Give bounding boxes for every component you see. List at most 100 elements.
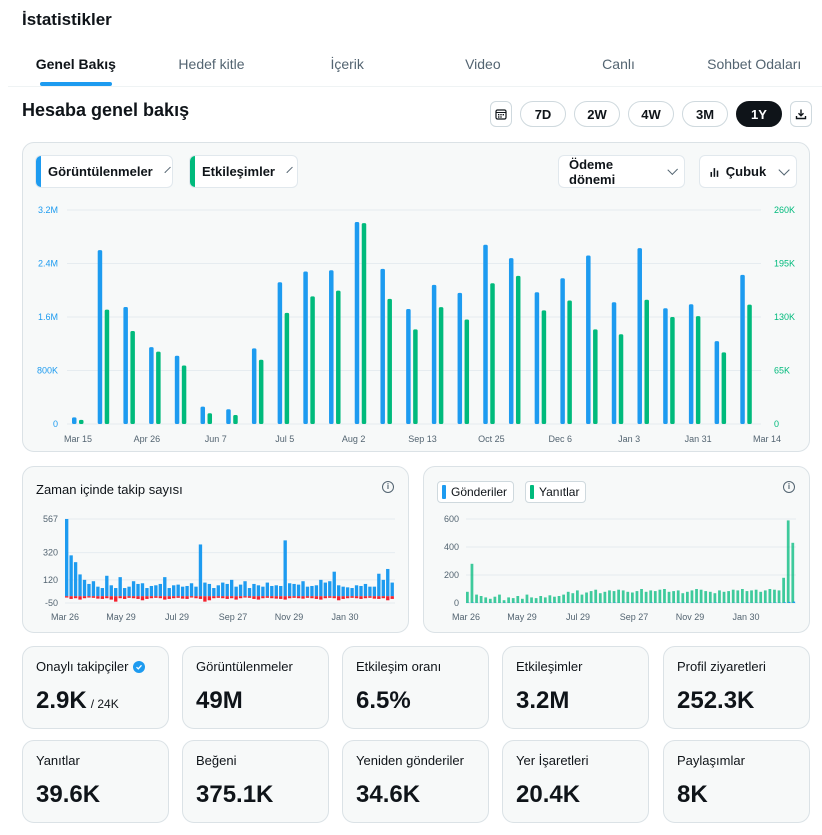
bar-followers-gained [265,582,270,597]
legend-posts-swatch [442,485,446,499]
bar-impressions [663,308,668,424]
section-title: Hesaba genel bakış [22,100,190,120]
metric2-color-stripe [190,156,195,187]
bar-followers-gained [363,583,368,597]
bar-engagements [207,413,213,424]
x-tick-label: Jul 5 [275,434,294,444]
bar-replies [608,590,611,603]
bar-followers-lost [212,596,216,599]
bar-followers-gained [305,586,310,597]
tab-overview[interactable]: Genel Bakış [8,44,144,86]
range-7d-button[interactable]: 7D [520,101,566,127]
bar-engagements [258,359,264,424]
legend-replies-swatch [530,485,534,499]
bar-replies [585,592,588,603]
bar-impressions [586,255,591,424]
x-tick-label: Jan 3 [618,434,640,444]
bar-followers-gained [243,581,247,597]
y-left-tick-label: 2.4M [38,259,58,269]
range-1y-button[interactable]: 1Y [736,101,782,127]
bar-followers-gained [247,588,252,597]
bar-followers-gained [105,575,109,597]
stat-profile-visits[interactable]: Profil ziyaretleri 252.3K [663,646,810,729]
bar-followers-lost [167,596,171,599]
bar-followers-gained [274,585,278,597]
tab-content[interactable]: İçerik [330,56,364,72]
calendar-icon[interactable] [490,101,512,127]
tab-spaces[interactable]: Sohbet Odaları [707,56,802,72]
info-icon[interactable]: i [783,481,795,493]
bar-replies [598,593,602,603]
range-2w-button[interactable]: 2W [574,101,620,127]
bar-replies [617,589,620,603]
period-dropdown[interactable]: Ödeme dönemi [558,155,685,188]
legend-replies[interactable]: Yanıtlar [525,481,587,503]
legend-posts-label: Gönderiler [451,485,508,499]
stat-value: 39.6K [36,781,101,808]
bar-followers-lost [176,596,180,598]
bar-impressions [303,271,308,424]
bar-followers-lost [368,596,372,598]
metric2-dropdown[interactable]: Etkileşimler [189,155,298,188]
range-4w-button[interactable]: 4W [628,101,674,127]
bar-replies [603,591,607,603]
stat-engagement-rate[interactable]: Etkileşim oranı 6.5% [342,646,489,729]
bar-impressions [637,248,642,424]
bar-followers-gained [279,585,283,597]
bar-replies [530,597,533,603]
bar-replies [741,589,744,603]
bar-followers-lost [172,596,176,599]
bar-followers-gained [78,574,82,597]
bar-replies [704,591,708,603]
bar-followers-lost [207,596,212,601]
bar-replies [686,591,689,603]
stat-value: 3.2M [516,687,570,714]
stat-bookmarks[interactable]: Yer İşaretleri 20.4K [502,740,649,823]
range-3m-button[interactable]: 3M [682,101,728,127]
legend-posts[interactable]: Gönderiler [437,481,515,503]
bar-replies [539,596,543,603]
stat-engagements[interactable]: Etkileşimler 3.2M [502,646,649,729]
bar-impressions [354,222,360,424]
stat-label: Yeniden gönderiler [356,753,464,768]
stat-value: 6.5% [356,687,411,714]
bar-followers-lost [319,596,323,600]
y-tick-label: 320 [43,548,58,558]
stat-replies[interactable]: Yanıtlar 39.6K [22,740,169,823]
stat-reposts[interactable]: Yeniden gönderiler 34.6K [342,740,489,823]
bar-followers-gained [341,586,345,597]
tab-live[interactable]: Canlı [602,56,635,72]
bar-engagements [156,351,161,424]
bar-followers-lost [310,596,314,599]
bar-replies [475,594,478,603]
info-icon[interactable]: i [382,481,394,493]
bar-replies [695,589,698,603]
bar-followers-gained [127,586,131,597]
bar-replies [493,596,497,603]
tab-video[interactable]: Video [465,56,501,72]
stat-impressions[interactable]: Görüntülenmeler 49M [182,646,329,729]
stat-shares[interactable]: Paylaşımlar 8K [663,740,810,823]
bar-replies [635,591,639,603]
bar-posts [792,601,796,603]
download-icon[interactable] [790,101,812,127]
bar-followers-gained [287,583,292,597]
chart-type-dropdown[interactable]: Çubuk [699,155,797,188]
bar-replies [667,591,671,603]
bar-followers-lost [296,596,301,599]
bar-followers-lost [337,596,341,601]
posts-chart: 600 400 200 0 Mar 26 May 29 Jul 29 Sep 27 Nov 29… [444,514,796,622]
chart-type-label: Çubuk [725,164,767,179]
range-selector: 7D 2W 4W 3M 1Y [490,101,812,127]
stat-likes[interactable]: Beğeni 375.1K [182,740,329,823]
y-right-tick-label: 0 [774,419,779,429]
bar-replies [626,591,630,603]
bar-engagements [284,312,290,424]
metric1-dropdown[interactable]: Görüntülenmeler [35,155,173,188]
bar-replies [754,589,758,603]
tab-audience[interactable]: Hedef kitle [178,56,245,72]
bar-impressions [329,270,334,424]
y-tick-label: -50 [45,598,58,608]
bar-followers-lost [189,596,194,598]
stat-verified-followers[interactable]: Onaylı takipçiler 2.9K/ 24K [22,646,169,729]
